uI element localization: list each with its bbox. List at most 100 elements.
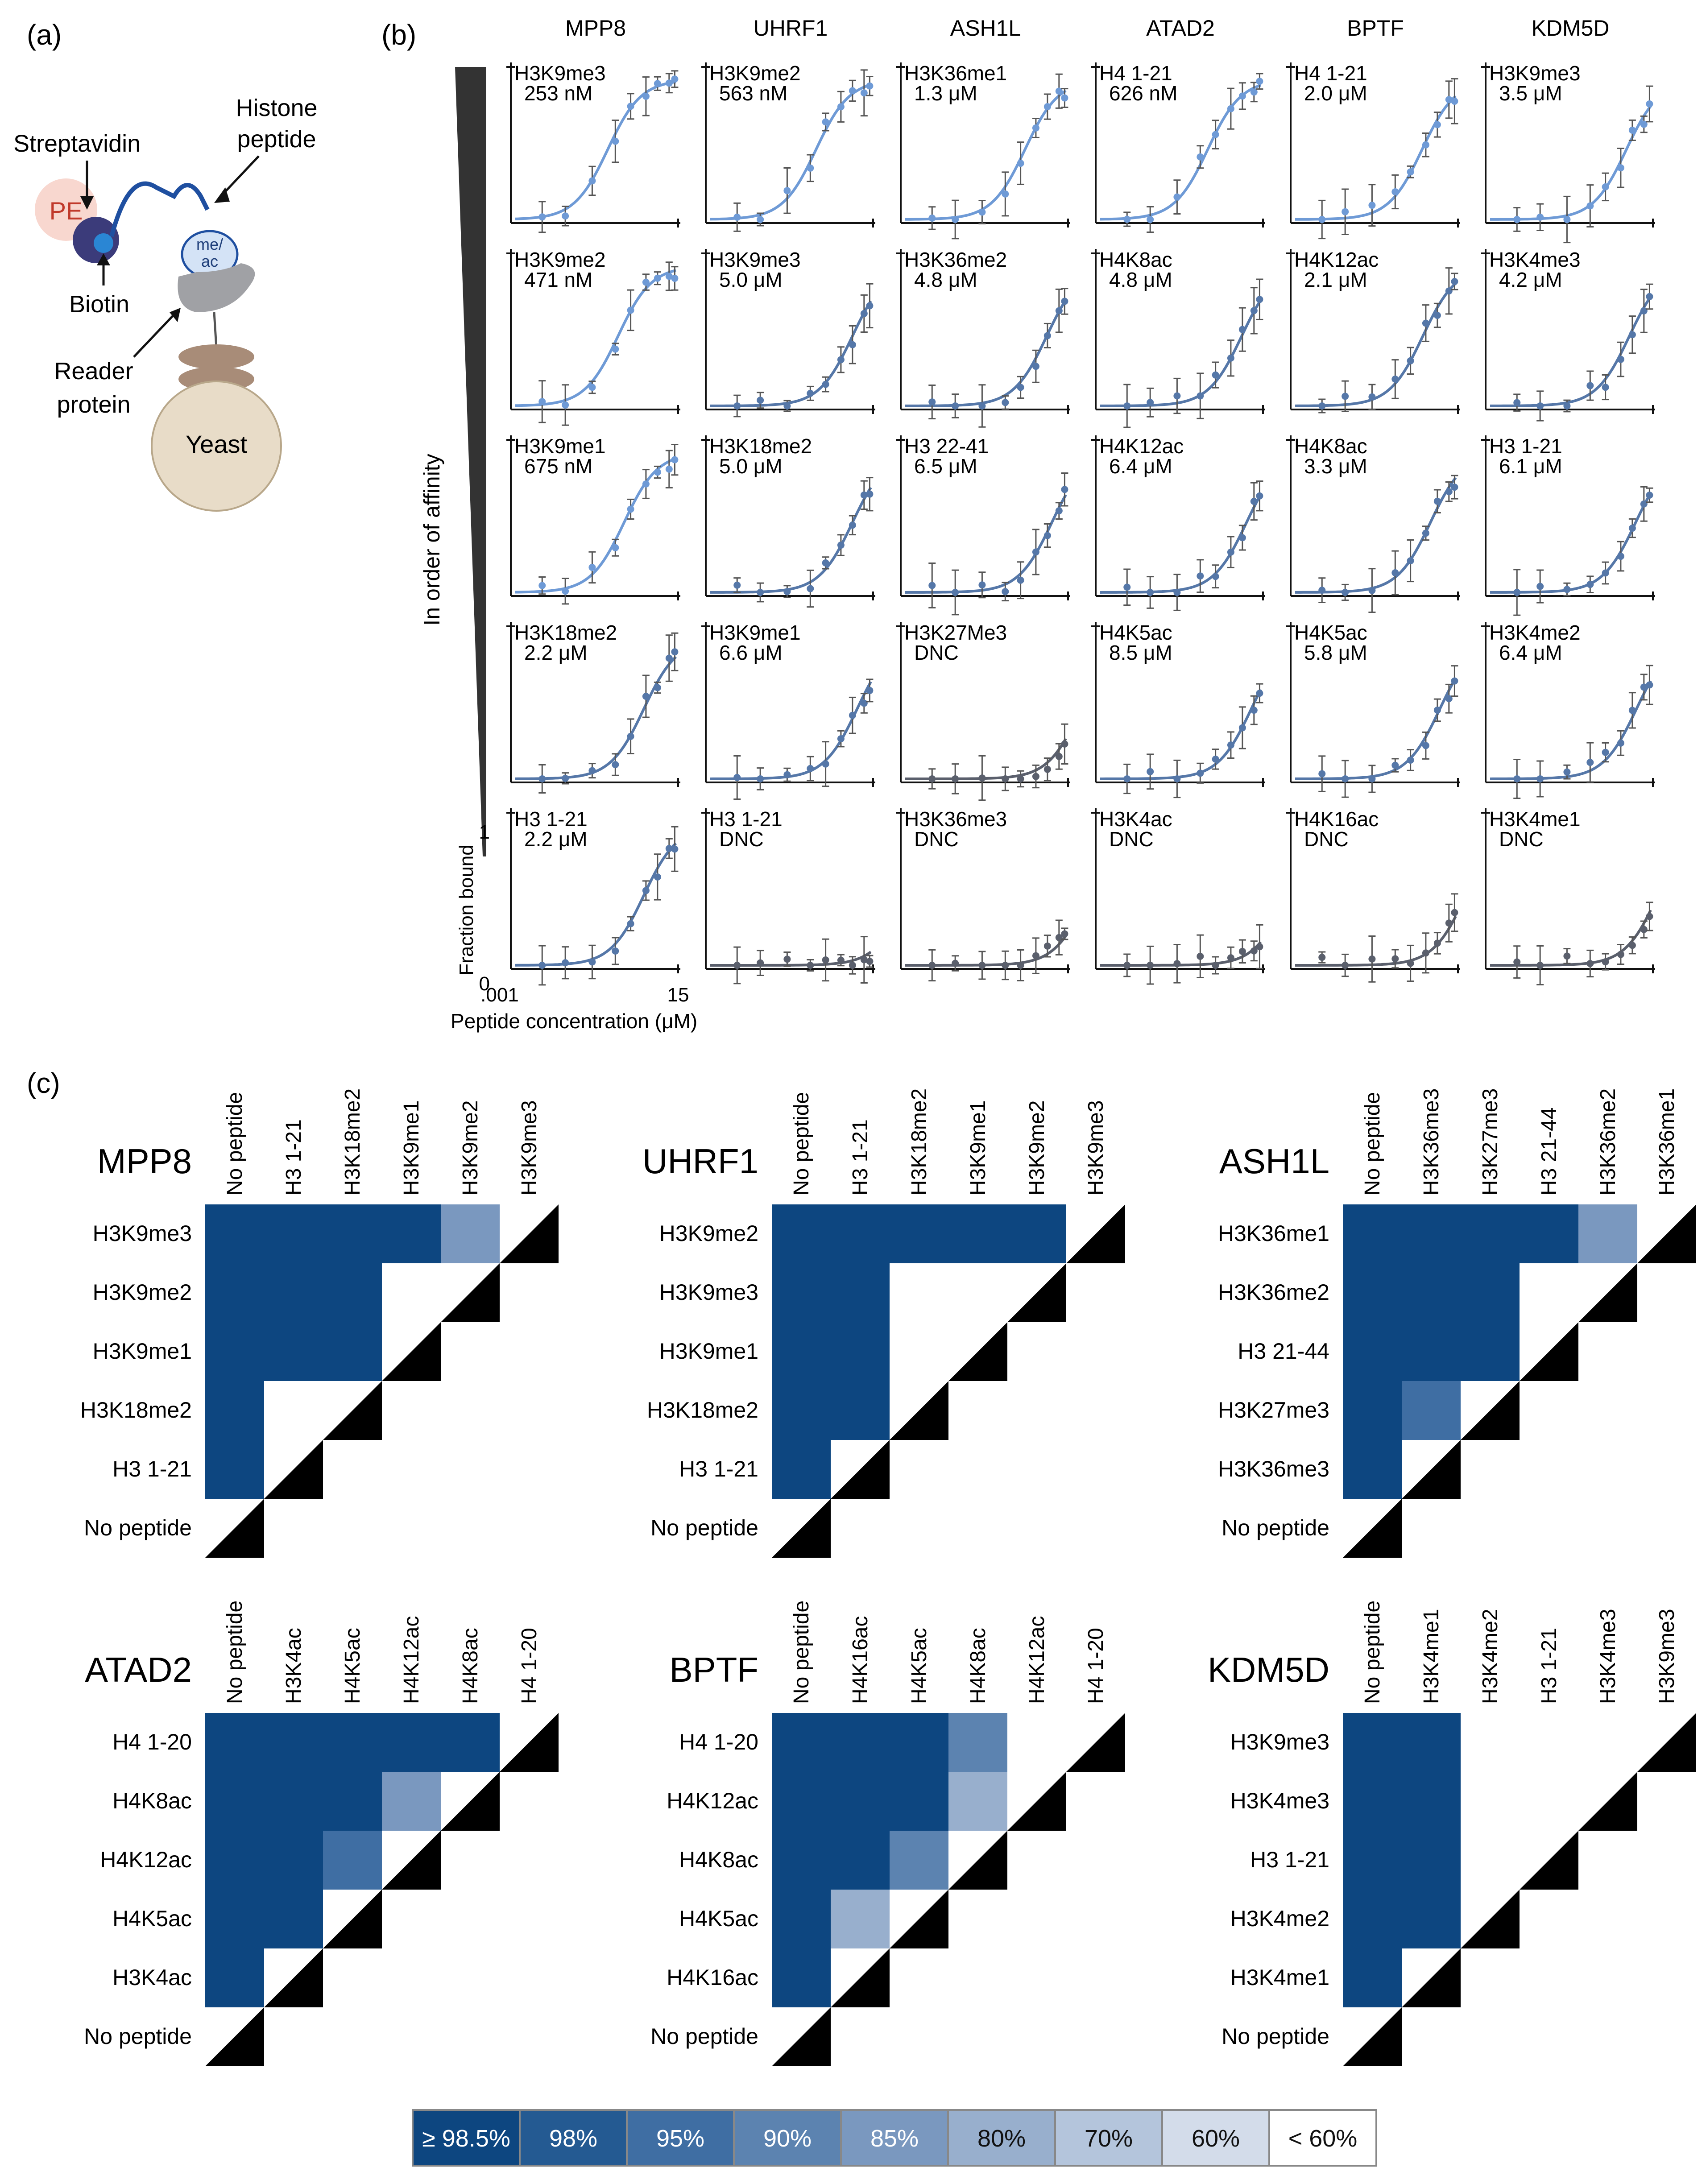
diagonal-cell (1343, 2007, 1402, 2066)
legend-swatch (1161, 2109, 1270, 2167)
heatmap-col-label: H4 1-20 (518, 1628, 541, 1704)
data-point (1617, 739, 1624, 747)
reader-header-bptf: BPTF (1347, 16, 1404, 41)
data-point (538, 398, 546, 405)
data-point (1407, 960, 1414, 967)
data-point (1391, 955, 1399, 963)
heatmap-col-label: H4K8ac (459, 1628, 482, 1704)
diagonal-cell (831, 1948, 890, 2007)
data-point (1043, 765, 1051, 773)
data-point (588, 177, 596, 185)
data-point (538, 213, 546, 221)
biotin-shape (94, 233, 113, 253)
data-point (952, 775, 959, 782)
data-point (1147, 216, 1154, 223)
data-point (1536, 775, 1544, 782)
diagonal-cell (890, 1890, 948, 1948)
heatmap-cell (1461, 1713, 1520, 1772)
heatmap-cell (1520, 1772, 1578, 1831)
peptide-label: H3K9me2 (514, 248, 606, 271)
data-point (1602, 958, 1609, 966)
legend-swatch (519, 2109, 628, 2167)
heatmap-col-label: H3K18me2 (907, 1088, 931, 1195)
data-point (1173, 775, 1181, 782)
data-point (588, 563, 596, 571)
x-tick-min: .001 (480, 984, 519, 1006)
legend-swatch (840, 2109, 949, 2167)
data-point (849, 711, 856, 719)
heatmap-col-label: H3K36me2 (1596, 1088, 1620, 1195)
biotin-arrowhead (97, 253, 110, 265)
heatmap-cell (1402, 1204, 1461, 1263)
heatmap-col-label: H3K9me2 (459, 1100, 482, 1195)
data-point (1433, 121, 1441, 128)
data-point (642, 480, 650, 488)
data-point (1227, 741, 1234, 749)
data-point (1227, 548, 1234, 556)
heatmap-cell (1402, 1772, 1461, 1831)
data-point (1055, 934, 1063, 941)
data-point (1147, 961, 1154, 969)
data-point (807, 389, 814, 397)
data-point (757, 775, 764, 782)
kd-label: 6.6 μM (719, 641, 783, 664)
significance-legend: ≥ 98.5% 98% 95% 90% 85% 80% 70% 60% < 60% (412, 2109, 1377, 2167)
legend-label: 90% (763, 2125, 812, 2152)
data-point (1197, 952, 1204, 960)
data-point (538, 775, 546, 782)
data-point (1032, 548, 1039, 556)
data-point (1032, 773, 1039, 780)
diagonal-cell (500, 1204, 559, 1263)
heatmap-col-label: No peptide (790, 1601, 813, 1704)
data-point (612, 345, 619, 353)
data-point (952, 402, 959, 410)
data-point (1628, 331, 1636, 339)
reader-label-1: Reader (54, 358, 133, 385)
kd-label: DNC (1499, 827, 1544, 851)
data-point (562, 774, 569, 782)
heatmap-row-label: H3K9me3 (659, 1280, 758, 1305)
heatmap-title: BPTF (670, 1650, 758, 1689)
heatmap-cell (382, 1263, 441, 1322)
heatmap-cell (948, 1713, 1007, 1772)
data-point (1640, 500, 1648, 508)
data-point (1407, 357, 1414, 364)
data-point (928, 962, 936, 969)
data-point (1123, 583, 1131, 591)
heatmap-col-label: H3 21-44 (1537, 1108, 1561, 1195)
panel-a: (a) PE me/ ac Yeast Streptavidin Histone… (13, 19, 318, 512)
heatmap-title: UHRF1 (642, 1142, 758, 1181)
peptide-label: H3K36me1 (904, 62, 1007, 85)
kd-label: 626 nM (1109, 82, 1177, 105)
data-point (1513, 216, 1521, 223)
kd-label: DNC (914, 827, 959, 851)
diagonal-cell (1637, 1204, 1696, 1263)
heatmap-cell (264, 1713, 323, 1772)
heatmap-cell (890, 1263, 948, 1322)
data-point (1032, 363, 1039, 370)
data-point (654, 80, 661, 87)
data-point (1445, 287, 1453, 295)
heatmap-col-label: H4K5ac (907, 1628, 931, 1704)
heatmap-cell (890, 1204, 948, 1263)
data-point (866, 687, 874, 694)
data-point (1197, 392, 1204, 400)
data-point (733, 581, 741, 589)
data-point (807, 765, 814, 772)
fit-curve (710, 300, 872, 407)
data-point (1602, 384, 1609, 391)
peptide-label: H4K8ac (1099, 248, 1172, 271)
heatmap-title: ATAD2 (85, 1650, 192, 1689)
data-point (1513, 775, 1521, 782)
data-point (860, 491, 868, 499)
diagonal-cell (1637, 1713, 1696, 1772)
fit-curve (1295, 282, 1457, 407)
diagonal-cell (948, 1322, 1007, 1381)
diagonal-cell (948, 1831, 1007, 1890)
data-point (1061, 298, 1068, 305)
data-point (1513, 399, 1521, 406)
